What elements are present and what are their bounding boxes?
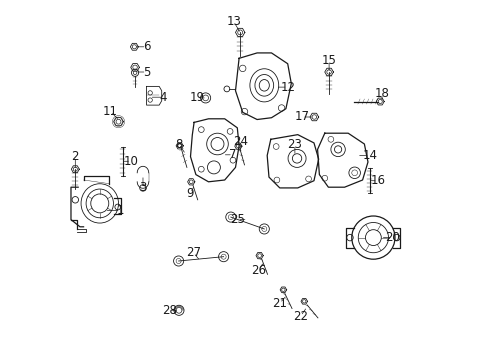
- Text: 27: 27: [185, 246, 201, 259]
- Text: 7: 7: [229, 148, 236, 161]
- Text: 15: 15: [321, 54, 336, 67]
- Text: 17: 17: [294, 111, 309, 123]
- Text: 3: 3: [139, 181, 146, 194]
- Text: 8: 8: [175, 138, 183, 150]
- Text: 18: 18: [374, 87, 388, 100]
- Text: 1: 1: [116, 204, 124, 217]
- Text: 25: 25: [229, 213, 244, 226]
- Text: 19: 19: [189, 91, 204, 104]
- Text: 4: 4: [160, 91, 167, 104]
- Text: 6: 6: [142, 40, 150, 53]
- Text: 2: 2: [71, 150, 79, 163]
- Text: 26: 26: [251, 264, 266, 277]
- Text: 9: 9: [186, 187, 194, 200]
- Text: 20: 20: [385, 231, 400, 244]
- Text: 23: 23: [287, 138, 302, 151]
- Text: 13: 13: [226, 15, 241, 28]
- Text: 11: 11: [103, 105, 118, 118]
- Text: 28: 28: [162, 304, 177, 317]
- Text: 24: 24: [232, 135, 247, 148]
- Text: 5: 5: [142, 66, 150, 78]
- Text: 12: 12: [280, 81, 295, 94]
- Text: 22: 22: [293, 310, 307, 323]
- Text: 16: 16: [369, 174, 385, 187]
- Text: 21: 21: [272, 297, 286, 310]
- Text: 14: 14: [362, 149, 377, 162]
- Text: 10: 10: [123, 155, 138, 168]
